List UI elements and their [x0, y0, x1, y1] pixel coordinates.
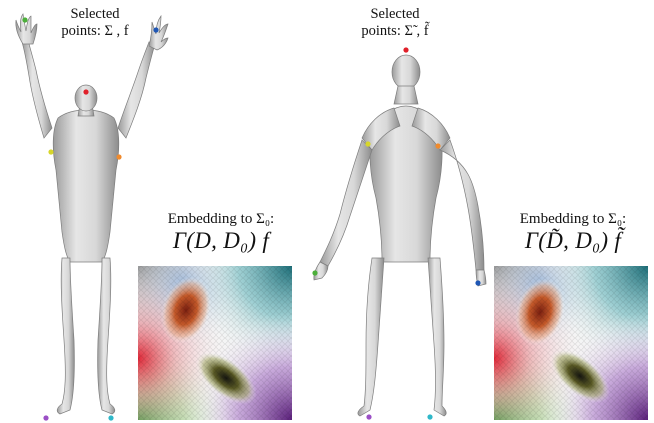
point-hand-right-right: [475, 280, 481, 286]
right-embedding-label: Embedding to Σ₀: Γ(D̃, D₀) f̃: [488, 211, 654, 254]
left-embedding-formula: Γ(D, D₀) f: [172, 228, 270, 253]
right-selected-line2: points: Σ̃ , f̃: [361, 22, 429, 39]
point-head-left: [83, 89, 89, 95]
point-head-right: [403, 47, 409, 53]
right-embedding-formula: Γ(D̃, D₀) f̃: [524, 228, 622, 253]
right-selected-line1: Selected: [370, 6, 420, 22]
point-shoulder-left-right: [365, 141, 371, 147]
point-foot-right-right: [427, 414, 433, 420]
left-embedding-label: Embedding to Σ₀: Γ(D, D₀) f: [136, 211, 306, 254]
left-embedding-caption: Embedding to Σ₀:: [167, 211, 275, 227]
embedding-map-right: [494, 266, 648, 420]
right-body-model: [313, 54, 487, 417]
right-selected-points-label: Selected points: Σ̃ , f̃: [340, 7, 450, 38]
right-embedding-caption: Embedding to Σ₀:: [519, 211, 627, 227]
embedding-map-left: [138, 266, 292, 420]
point-foot-right-left: [108, 415, 114, 421]
left-selected-line2: points: Σ , f: [61, 22, 129, 39]
left-selected-line1: Selected: [70, 6, 120, 22]
point-shoulder-left-left: [48, 149, 54, 155]
point-hand-right-left: [153, 27, 159, 33]
point-hand-left-left: [22, 17, 28, 23]
point-foot-left-left: [43, 415, 49, 421]
left-selected-points-label: Selected points: Σ , f: [40, 7, 150, 38]
point-shoulder-right-right: [435, 143, 441, 149]
point-shoulder-right-left: [116, 154, 122, 160]
left-body-model: [15, 13, 169, 415]
point-hand-left-right: [312, 270, 318, 276]
point-foot-left-right: [366, 414, 372, 420]
